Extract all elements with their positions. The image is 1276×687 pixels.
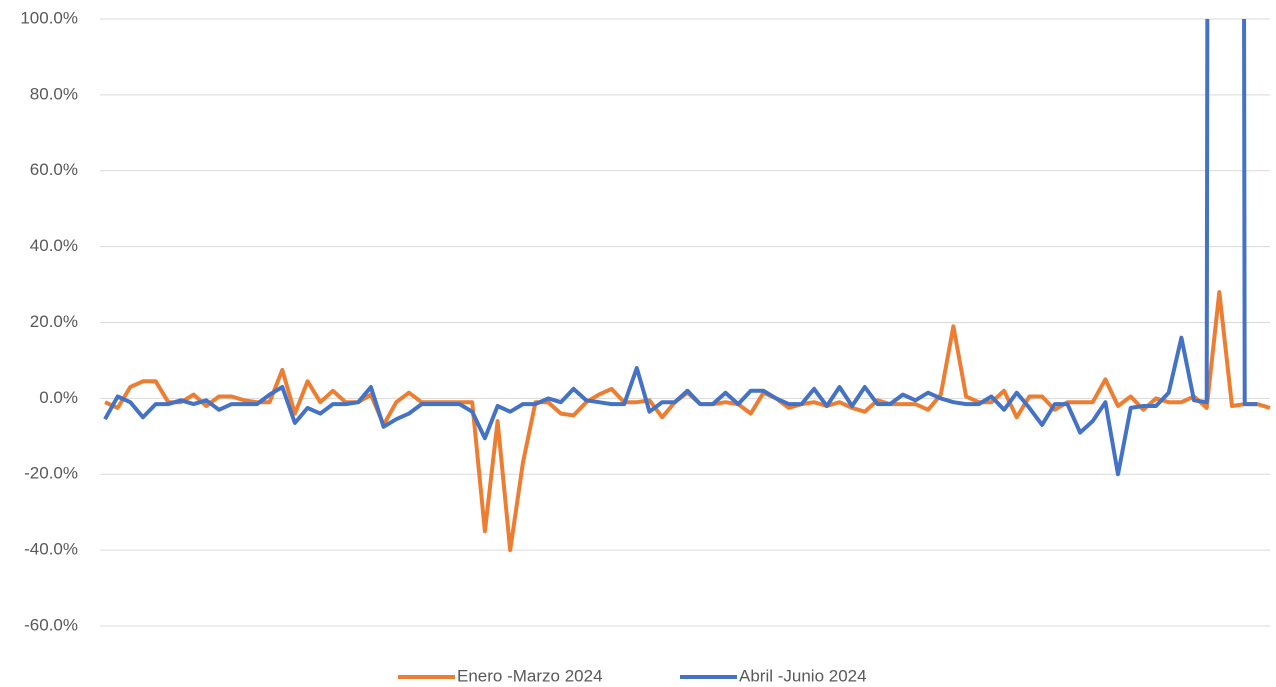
series-line bbox=[103, 19, 1258, 477]
y-tick-label: -40.0% bbox=[24, 540, 78, 559]
y-tick-label: 20.0% bbox=[30, 312, 78, 331]
y-tick-label: -60.0% bbox=[24, 615, 78, 634]
y-tick-label: 80.0% bbox=[30, 84, 78, 103]
legend-label: Abril -Junio 2024 bbox=[739, 666, 867, 685]
series-line bbox=[104, 290, 1271, 553]
legend-label: Enero -Marzo 2024 bbox=[457, 666, 603, 685]
y-tick-label: 60.0% bbox=[30, 160, 78, 179]
y-tick-label: -20.0% bbox=[24, 464, 78, 483]
y-tick-label: 0.0% bbox=[39, 388, 78, 407]
y-tick-label: 40.0% bbox=[30, 236, 78, 255]
y-tick-label: 100.0% bbox=[20, 8, 78, 27]
plot-area bbox=[103, 19, 1271, 553]
